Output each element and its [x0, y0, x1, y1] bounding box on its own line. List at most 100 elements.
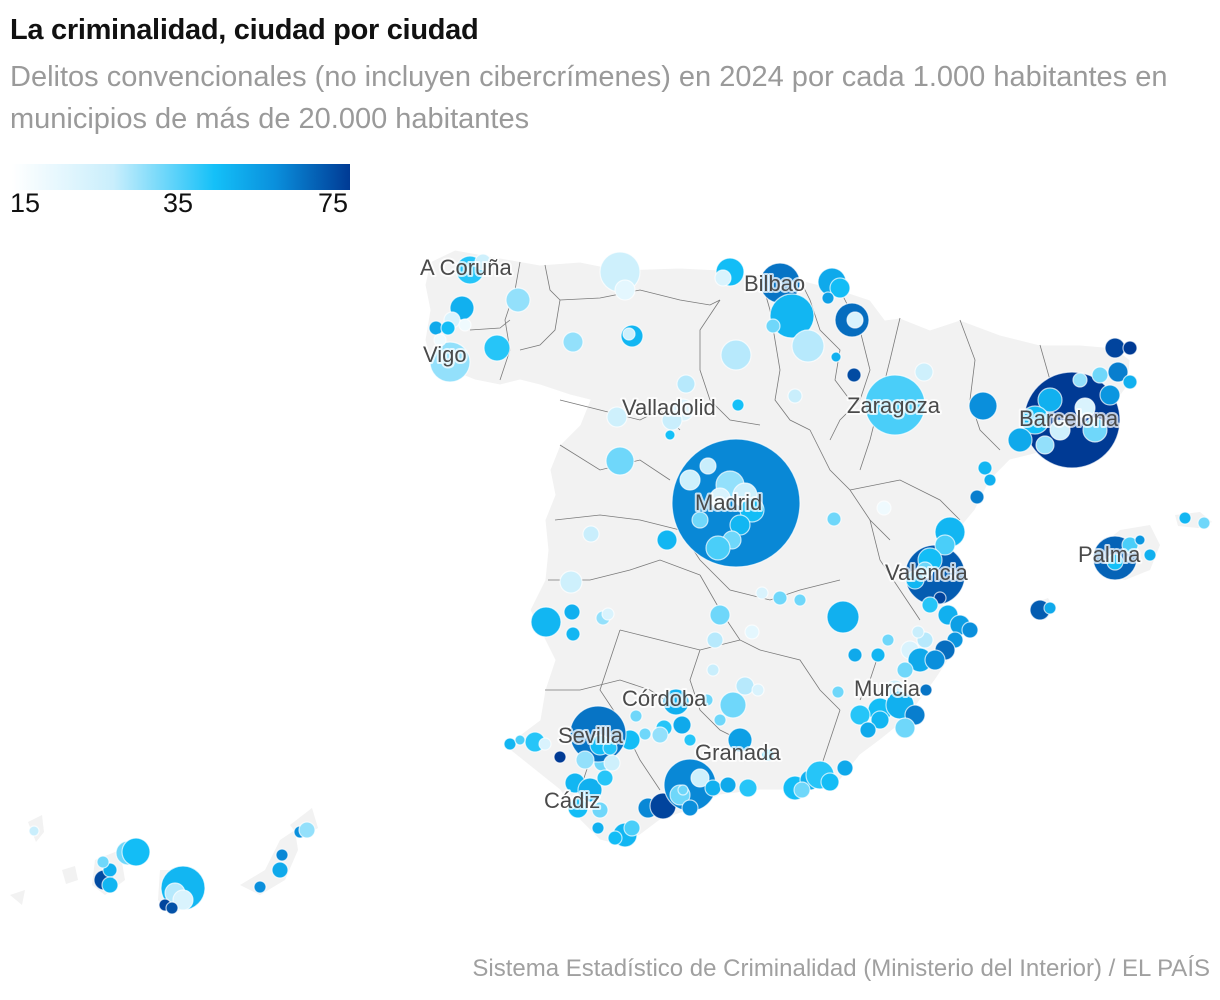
city-bubble [440, 320, 456, 336]
color-legend-bar [12, 164, 350, 190]
city-bubble [921, 596, 939, 614]
city-bubble [651, 726, 669, 744]
city-bubble [772, 590, 788, 606]
city-bubble [601, 607, 615, 621]
city-bubble [563, 603, 581, 621]
city-bubble [1007, 427, 1033, 453]
city-bubble [727, 727, 753, 753]
city-bubble [505, 287, 531, 313]
city-bubble [101, 876, 119, 894]
city-bubble [713, 713, 727, 727]
city-bubble [983, 473, 997, 487]
city-bubble [1082, 417, 1108, 443]
label-murcia: Murcia [854, 676, 921, 701]
city-bubble [969, 489, 985, 505]
city-bubble [1197, 516, 1211, 530]
city-bubble [751, 683, 765, 697]
city-bubble [591, 821, 605, 835]
city-bubble [565, 626, 581, 642]
city-bubble [602, 740, 618, 756]
city-bubble [672, 715, 692, 735]
city-bubble [683, 733, 697, 747]
city-bubble [826, 600, 860, 634]
city-bubble [905, 570, 925, 590]
city-bubble [172, 889, 194, 911]
city-bubble [1020, 405, 1050, 435]
chart-title: La criminalidad, ciudad por ciudad [10, 14, 479, 46]
city-bubble [706, 663, 720, 677]
city-bubble [826, 511, 842, 527]
city-bubble [121, 837, 151, 867]
city-bubble [1104, 337, 1126, 359]
city-bubble [870, 647, 886, 663]
city-bubble [961, 621, 979, 639]
city-bubble [706, 631, 724, 649]
city-bubble [1107, 361, 1129, 383]
city-bubble [679, 469, 701, 491]
city-bubble [614, 279, 636, 301]
city-bubble [704, 779, 722, 797]
city-bubble [433, 333, 447, 347]
city-bubble [911, 625, 925, 639]
city-bubble [849, 704, 871, 726]
city-bubble [731, 398, 745, 412]
label-granada: Granada [695, 740, 781, 765]
city-bubble [1122, 374, 1138, 390]
label-barcelona: Barcelona [1019, 406, 1119, 431]
label-cadiz: Cádiz [544, 788, 600, 813]
city-bubble [793, 781, 811, 799]
city-bubble [638, 727, 652, 741]
city-bubble [553, 750, 567, 764]
city-bubble [623, 819, 641, 837]
city-bubble [577, 777, 603, 803]
city-bubble [664, 429, 676, 441]
city-bubble [1178, 511, 1192, 525]
city-bubble [739, 497, 765, 523]
city-bubble [881, 633, 895, 647]
city-bubble [1122, 340, 1138, 356]
city-bubble [846, 367, 862, 383]
city-bubble [1099, 384, 1121, 406]
city-bubble [582, 525, 600, 543]
source-credit: Sistema Estadístico de Criminalidad (Min… [472, 955, 1210, 982]
legend-tick-min: 15 [10, 188, 41, 218]
city-bubble [1035, 435, 1055, 455]
city-bubble [271, 861, 289, 879]
city-bubble [514, 734, 526, 746]
city-bubble [530, 606, 562, 638]
label-palma: Palma [1078, 542, 1141, 567]
city-bubble [483, 334, 511, 362]
city-bubble [709, 487, 731, 509]
city-bubble [769, 293, 815, 339]
city-bubble [830, 351, 842, 363]
city-bubble [1074, 397, 1096, 419]
city-bubble [429, 341, 471, 383]
city-bubble [761, 748, 775, 762]
city-bubble [691, 511, 709, 529]
city-bubble [934, 534, 956, 556]
city-bubble [607, 830, 623, 846]
city-bubble [755, 586, 769, 600]
city-bubble [919, 683, 933, 697]
city-bubble [700, 693, 714, 707]
label-vigo: Vigo [423, 342, 467, 367]
city-bubble [709, 604, 731, 626]
city-bubble [719, 776, 737, 794]
city-bubble [596, 769, 614, 787]
city-bubble [968, 391, 998, 421]
city-bubble [836, 759, 854, 777]
city-bubble [538, 737, 552, 751]
city-bubble [603, 754, 621, 772]
city-bubble [1134, 534, 1146, 546]
legend-tick-mid: 35 [163, 188, 194, 218]
city-bubble [690, 768, 710, 788]
city-bubble [567, 797, 589, 819]
city-bubble [605, 446, 635, 476]
city-bubble [831, 685, 845, 699]
city-bubbles [28, 251, 1211, 915]
label-valencia: Valencia [885, 560, 969, 585]
city-bubble [846, 311, 864, 329]
city-bubble [96, 855, 110, 869]
city-bubble [924, 649, 946, 671]
